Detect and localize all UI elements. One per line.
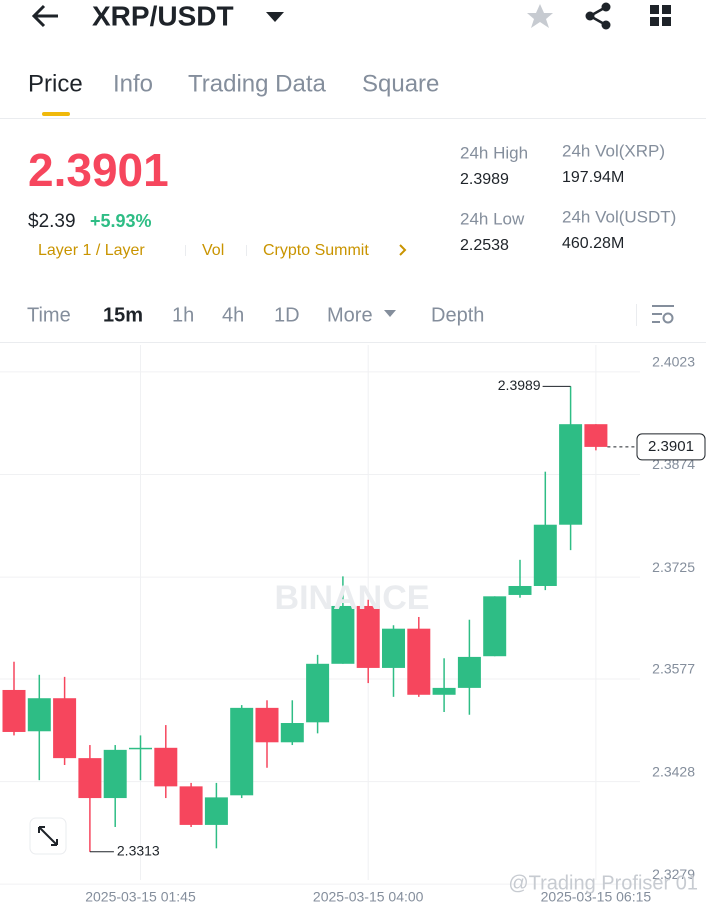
candle-body [129, 747, 152, 750]
share-icon[interactable] [585, 2, 611, 30]
settings-icon[interactable] [652, 305, 674, 324]
star-icon[interactable] [527, 4, 553, 28]
pair-title[interactable]: XRP/USDT [92, 0, 234, 31]
stat-label: 24h Vol(XRP) [562, 141, 665, 160]
tab[interactable]: Price [28, 70, 83, 97]
stat-value: 460.28M [562, 235, 624, 252]
tag[interactable]: Layer 1 / Layer [38, 242, 145, 259]
credit: @Trading Profiser 01 [508, 872, 698, 894]
pair-caret[interactable] [266, 12, 284, 22]
tag[interactable]: Vol [202, 242, 224, 259]
y-tick-label: 2.3428 [652, 763, 695, 779]
divider [636, 304, 637, 326]
tab[interactable]: Info [113, 70, 153, 97]
low-label: 2.3313 [117, 842, 160, 858]
candle-body [280, 723, 304, 743]
candle-body [53, 698, 77, 759]
candle-body [483, 596, 507, 657]
candle-body [382, 628, 405, 668]
x-tick-label: 2025-03-15 04:00 [313, 889, 424, 905]
tab-indicator [42, 112, 70, 116]
usd-price: $2.39 [28, 211, 76, 232]
candle-body [533, 524, 557, 586]
candle-body [204, 797, 228, 825]
stat-value: 2.2538 [460, 237, 509, 254]
interval[interactable]: 1h [172, 304, 194, 326]
interval[interactable]: More [327, 304, 373, 326]
y-tick-label: 2.4023 [652, 354, 695, 370]
interval[interactable]: Time [27, 304, 71, 326]
divider [0, 118, 706, 119]
price-box [636, 433, 706, 461]
more-caret[interactable] [384, 310, 396, 317]
price-change: +5.93% [90, 211, 152, 231]
stat-label: 24h High [460, 143, 528, 162]
x-tick-label: 2025-03-15 06:15 [541, 889, 652, 905]
menu-icon[interactable] [650, 5, 671, 26]
candle-body [559, 424, 583, 525]
high-label: 2.3989 [498, 377, 541, 393]
candle-body [331, 605, 355, 664]
candle-body [230, 707, 254, 796]
interval[interactable]: 15m [103, 304, 143, 326]
candle-body [2, 689, 26, 732]
candle-body [508, 585, 532, 595]
candle-body [154, 747, 178, 787]
stat-label: 24h Vol(USDT) [562, 207, 676, 226]
tag-chevron[interactable] [399, 244, 407, 256]
tab[interactable]: Square [362, 70, 439, 97]
y-tick-label: 2.3725 [652, 559, 695, 575]
candle-body [179, 786, 203, 825]
stat-label: 24h Low [460, 209, 525, 228]
divider [0, 342, 706, 343]
tag-separator [185, 245, 186, 256]
candle-body [584, 424, 608, 447]
candle-body [407, 628, 431, 695]
expand-icon [38, 826, 58, 846]
candle-body [432, 687, 456, 695]
watermark: BINANCE [275, 579, 430, 617]
price-label: 2.3901 [648, 438, 694, 455]
candle-body [27, 698, 51, 732]
tab[interactable]: Trading Data [188, 70, 327, 97]
interval[interactable]: 1D [274, 304, 300, 326]
tag-separator [246, 245, 247, 256]
last-price: 2.3901 [28, 144, 169, 196]
chart: 2.40232.38742.37252.35772.34282.32792025… [0, 345, 706, 905]
y-tick-label: 2.3279 [652, 866, 695, 882]
candle-body [457, 656, 481, 688]
candle-body [103, 749, 127, 799]
candle-body [255, 707, 279, 743]
candle-body [78, 758, 102, 799]
interval[interactable]: 4h [222, 304, 244, 326]
x-tick-label: 2025-03-15 01:45 [85, 889, 196, 905]
candle-body [306, 663, 330, 723]
back-icon[interactable] [31, 4, 58, 28]
y-tick-label: 2.3577 [652, 661, 695, 677]
stat-value: 197.94M [562, 169, 624, 186]
candle-body [356, 605, 380, 668]
interval[interactable]: Depth [431, 304, 484, 326]
tag[interactable]: Crypto Summit [263, 242, 369, 259]
stat-value: 2.3989 [460, 171, 509, 188]
